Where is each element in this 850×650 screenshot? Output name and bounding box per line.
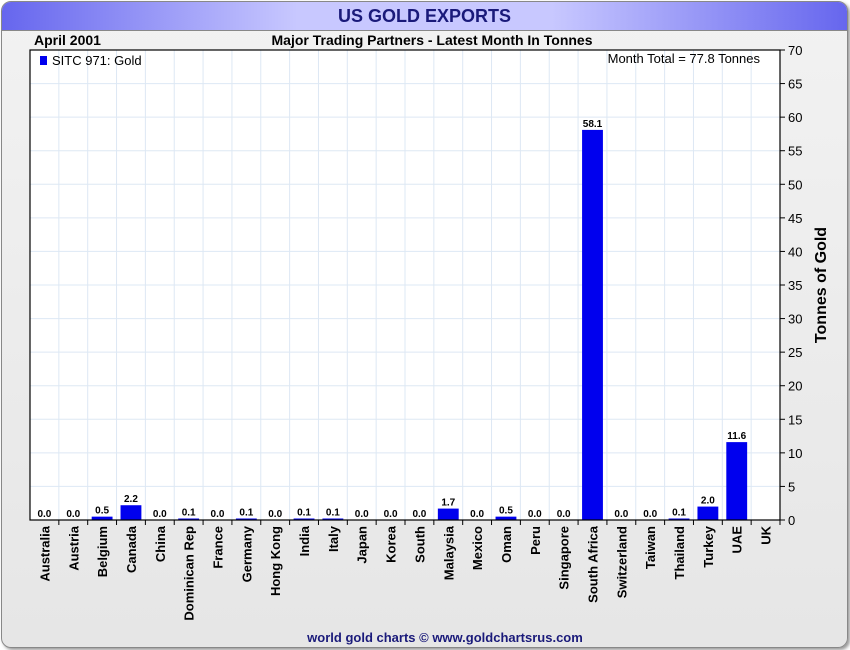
y-tick-label: 35 [788,278,802,293]
bar-thailand [668,518,690,520]
bar-oman [495,516,517,520]
y-tick-label: 25 [788,345,802,360]
category-label: Australia [37,525,52,581]
y-tick-label: 55 [788,144,802,159]
value-label: 0.0 [412,509,426,520]
category-label: Japan [355,526,370,564]
category-label: Korea [384,525,399,563]
bar-canada [120,505,142,520]
category-label: Mexico [470,526,485,570]
category-label: Germany [239,525,254,582]
value-label: 2.2 [124,494,138,505]
y-tick-label: 10 [788,446,802,461]
chart-title: US GOLD EXPORTS [2,2,847,31]
legend-label: SITC 971: Gold [52,53,142,68]
y-axis: 0 5 10 15 20 25 30 35 40 45 50 55 60 65 70 [780,43,802,528]
value-label: 0.1 [297,508,311,519]
value-label: 0.0 [384,509,398,520]
category-label: Dominican Rep [182,526,197,621]
date-label: April 2001 [34,32,101,48]
value-label: 0.0 [66,509,80,520]
category-label: Belgium [95,526,110,577]
month-total: Month Total = 77.8 Tonnes [608,51,761,66]
category-label: Switzerland [614,526,629,598]
value-label: 0.1 [326,508,340,519]
y-axis-label: Tonnes of Gold [813,227,830,343]
value-label: 0.5 [499,506,513,517]
value-label: 2.0 [701,496,715,507]
category-label: Singapore [557,526,572,590]
y-tick-label: 5 [788,479,795,494]
y-tick-label: 45 [788,211,802,226]
bar-belgium [91,516,113,520]
category-label: Hong Kong [268,526,283,596]
bar-india [293,518,315,520]
category-label: Taiwan [643,526,658,569]
bar-turkey [697,506,719,520]
value-label: 0.0 [211,509,225,520]
y-tick-label: 40 [788,244,802,259]
category-label: South Africa [586,525,601,603]
category-label: India [297,525,312,556]
bar-germany [235,518,257,520]
bar-south-africa [582,129,603,520]
grid [30,50,780,520]
y-tick-label: 20 [788,379,802,394]
bars: 0.0 0.0 0.5 2.2 0.0 0.1 0.0 0.1 0.0 0.1 0.1 0.0 0.0 0… [37,119,748,520]
y-tick-label: 0 [788,513,795,528]
y-tick-label: 70 [788,43,802,58]
value-label: 0.0 [643,509,657,520]
value-label: 1.7 [441,498,455,509]
value-label: 0.0 [528,509,542,520]
value-label: 0.0 [470,509,484,520]
category-label: South [412,526,427,563]
value-label: 0.5 [95,506,109,517]
category-label: Canada [124,525,139,573]
y-tick-label: 60 [788,110,802,125]
category-label: UAE [730,526,745,554]
y-tick-label: 65 [788,77,802,92]
category-label: Malaysia [441,525,456,580]
y-tick-label: 15 [788,412,802,427]
bar-uae [726,442,748,520]
value-label: 0.1 [672,508,686,519]
value-label: 0.0 [355,509,369,520]
value-label: 0.0 [268,509,282,520]
category-label: Austria [66,525,81,571]
category-label: Peru [528,526,543,555]
category-label: France [211,526,226,569]
bar-italy [322,518,344,520]
value-label: 0.0 [614,509,628,520]
value-label: 58.1 [583,119,603,130]
category-label: UK [759,525,774,544]
legend-swatch [40,56,47,65]
value-label: 0.0 [557,509,571,520]
value-label: 0.0 [153,509,167,520]
value-label: 0.0 [37,509,51,520]
value-label: 0.1 [239,508,253,519]
category-label: China [153,525,168,562]
bar-malaysia [437,508,459,520]
category-label: Turkey [701,525,716,567]
chart-subtitle: Major Trading Partners - Latest Month In… [272,32,593,48]
x-axis: Australia Austria Belgium Canada China Domini… [37,520,781,621]
category-label: Oman [499,526,514,563]
y-tick-label: 50 [788,177,802,192]
footer-credit: world gold charts © www.goldchartsrus.co… [306,630,583,645]
category-label: Thailand [672,526,687,580]
y-tick-label: 30 [788,312,802,327]
value-label: 11.6 [727,431,746,442]
bar-dominican-rep [178,518,200,520]
value-label: 0.1 [182,508,196,519]
category-label: Italy [326,525,341,552]
